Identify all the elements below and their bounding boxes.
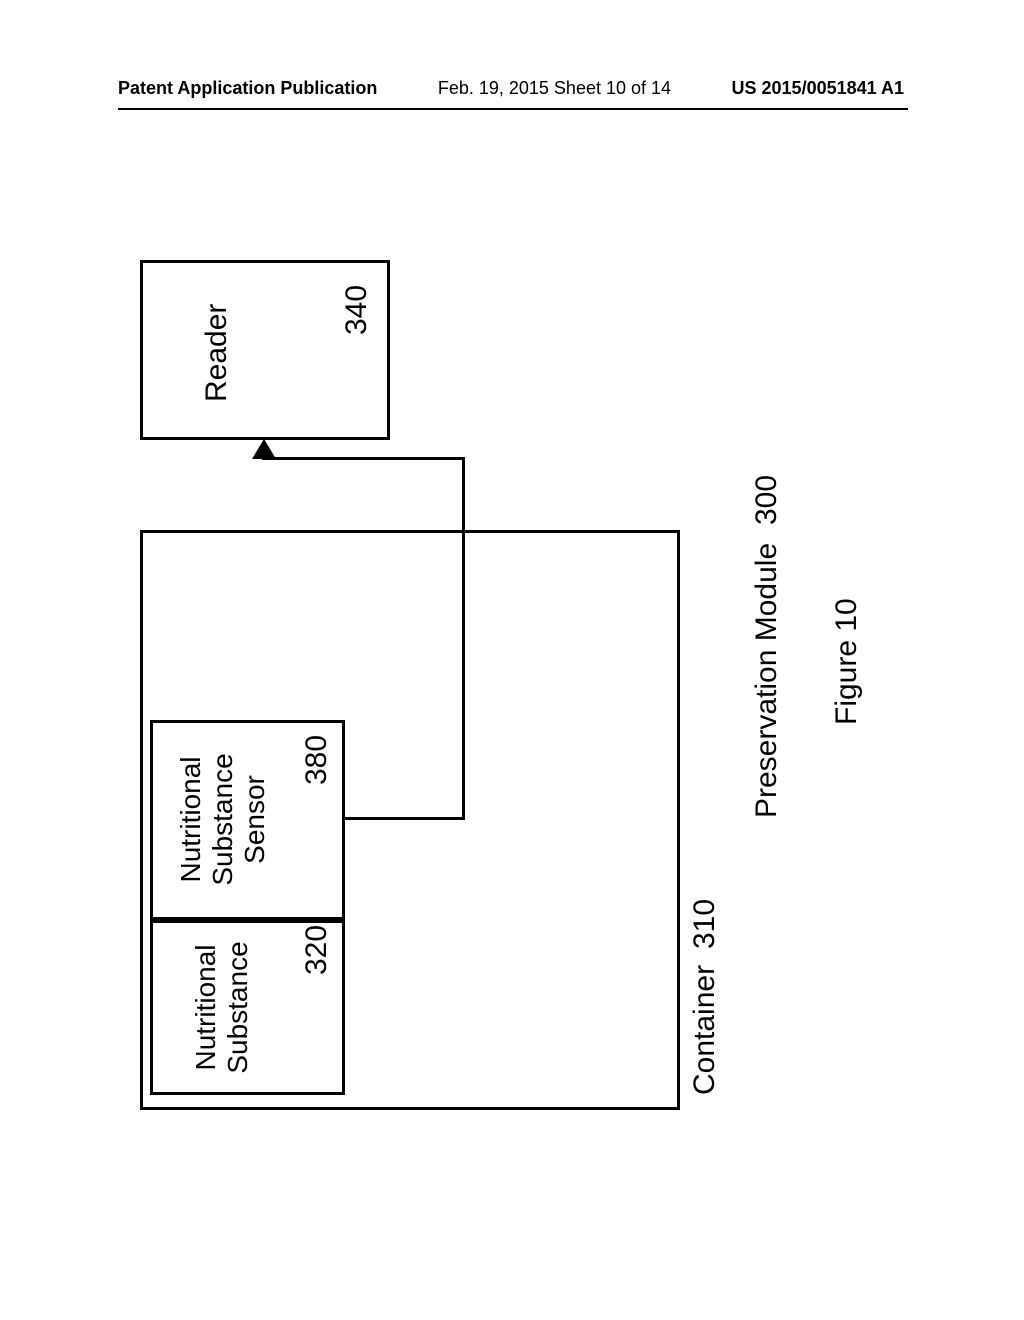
nutritional-substance-label: Nutritional Substance [190, 925, 254, 1090]
nutritional-substance-sensor-label: Nutritional Substance Sensor [175, 732, 272, 907]
ns-label-line1: Nutritional [190, 944, 221, 1070]
container-label: Container [688, 965, 723, 1095]
edge-arrowhead [252, 439, 276, 459]
page: Patent Application Publication Feb. 19, … [0, 0, 1024, 1320]
nss-label-line3: Sensor [239, 775, 270, 864]
reader-label: Reader [200, 304, 235, 402]
page-header: Patent Application Publication Feb. 19, … [0, 78, 1024, 99]
figure-label: Figure 10 [830, 598, 865, 725]
edge-segment-1 [345, 817, 465, 820]
header-right-text: US 2015/0051841 A1 [732, 78, 904, 99]
preservation-module-refnum: 300 [750, 475, 785, 525]
edge-segment-2 [462, 457, 465, 820]
diagram-stage: Container 310 Nutritional Substance 320 … [110, 155, 890, 1155]
diagram: Container 310 Nutritional Substance 320 … [110, 155, 890, 1155]
nss-label-line2: Substance [207, 753, 238, 885]
header-left-text: Patent Application Publication [118, 78, 377, 99]
nutritional-substance-sensor-refnum: 380 [300, 735, 335, 785]
reader-refnum: 340 [340, 285, 375, 335]
ns-label-line2: Substance [222, 941, 253, 1073]
preservation-module-label: Preservation Module [750, 543, 785, 818]
header-rule [118, 108, 908, 110]
nss-label-line1: Nutritional [175, 756, 206, 882]
edge-segment-3 [262, 457, 465, 460]
header-center-text: Feb. 19, 2015 Sheet 10 of 14 [438, 78, 671, 99]
container-refnum: 310 [688, 899, 723, 949]
nutritional-substance-refnum: 320 [300, 925, 335, 975]
